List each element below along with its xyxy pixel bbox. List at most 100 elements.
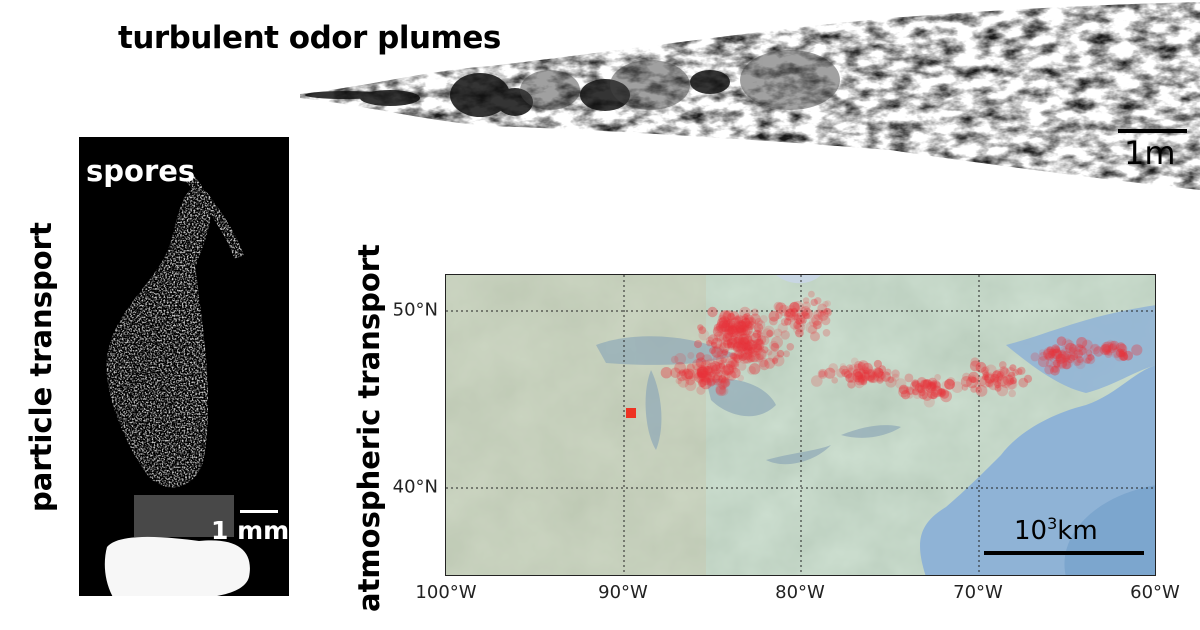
particle-dot — [705, 336, 715, 345]
particle-dot — [1102, 345, 1112, 355]
particle-dot — [737, 320, 747, 330]
particle-dot — [737, 325, 748, 337]
particle-dot — [688, 370, 699, 382]
particle-dot — [786, 343, 795, 351]
particle-dot — [815, 311, 823, 318]
particle-dot — [719, 342, 730, 353]
particle-dot — [918, 389, 926, 397]
particle-dot — [933, 381, 941, 389]
particle-dot — [999, 361, 1007, 369]
particle-dot — [699, 364, 707, 372]
particle-dot — [1076, 356, 1084, 364]
particle-dot — [699, 373, 706, 380]
particle-dot — [742, 313, 749, 321]
particle-dot — [727, 324, 737, 335]
particle-dot — [961, 384, 969, 391]
particle-dot — [742, 324, 753, 336]
particle-dot — [730, 324, 740, 333]
particle-dot — [723, 364, 734, 375]
particle-dot — [970, 357, 980, 367]
particle-dot — [724, 325, 734, 335]
particle-dot — [872, 367, 884, 379]
particle-dot — [1106, 349, 1113, 356]
particle-dot — [975, 385, 988, 397]
particle-dot — [760, 335, 770, 346]
particle-dot — [704, 365, 715, 376]
particle-dot — [747, 317, 757, 326]
particle-dot — [775, 311, 783, 319]
particle-dot — [987, 378, 1000, 391]
particle-dot — [718, 359, 726, 368]
particle-dot — [940, 390, 952, 403]
particle-dot — [912, 388, 919, 396]
particle-dot — [758, 357, 769, 368]
particle-dot — [1114, 350, 1126, 362]
particle-dot — [730, 367, 741, 379]
particle-dot — [706, 339, 713, 347]
particle-dot — [818, 370, 826, 378]
particle-dot — [811, 314, 823, 326]
particle-dot — [941, 380, 951, 390]
particle-dot — [784, 310, 792, 318]
particle-dot — [743, 312, 751, 320]
particle-dot — [697, 378, 704, 385]
particle-dot — [1043, 347, 1054, 359]
y-tick-label: 50°N — [392, 299, 438, 321]
particle-dot — [717, 314, 727, 323]
particle-dot — [769, 340, 779, 351]
particle-dot — [681, 369, 693, 381]
particle-dot — [1051, 344, 1060, 354]
particle-dot — [743, 344, 751, 351]
particle-dot — [702, 365, 713, 376]
particle-dot — [1037, 356, 1050, 368]
particle-dot — [1116, 342, 1125, 351]
particle-dot — [1060, 357, 1073, 370]
particle-dot — [722, 363, 735, 376]
particle-dot — [912, 390, 922, 399]
particle-dot — [727, 320, 736, 329]
particle-dot — [674, 353, 687, 365]
particle-dot — [771, 336, 783, 349]
particle-dot — [746, 353, 756, 363]
particle-dot — [717, 317, 728, 329]
particle-dot — [701, 371, 713, 383]
particle-dot — [1111, 348, 1122, 359]
particle-dot — [845, 373, 855, 383]
particle-dot — [730, 352, 738, 360]
particle-dot — [737, 340, 748, 351]
particle-dot — [706, 377, 716, 387]
particle-dot — [880, 371, 891, 382]
particle-dot — [698, 329, 710, 341]
particle-dot — [944, 378, 955, 390]
particle-dot — [909, 381, 920, 391]
particle-dot — [785, 314, 792, 321]
plume-scale-bar — [1118, 129, 1187, 133]
particle-dot — [742, 343, 753, 354]
particle-dot — [854, 360, 863, 370]
particle-dot — [754, 348, 767, 361]
particle-dot — [719, 386, 729, 396]
particle-dot — [685, 375, 696, 386]
particle-dot — [749, 363, 761, 375]
particle-dot — [994, 384, 1002, 392]
particle-dot — [750, 343, 763, 356]
particle-dot — [684, 370, 694, 380]
particle-dot — [743, 340, 753, 351]
particle-dot — [1055, 353, 1066, 364]
particle-dot — [735, 352, 743, 360]
particle-dot — [859, 369, 871, 381]
particle-dot — [1065, 342, 1076, 354]
particle-dot — [694, 340, 702, 349]
particle-dot — [1116, 342, 1126, 353]
particle-dot — [930, 385, 943, 398]
particle-dot — [722, 379, 730, 387]
particle-dot — [1057, 349, 1067, 359]
particle-dot — [712, 354, 724, 366]
particle-dot — [847, 373, 858, 383]
particle-dot — [810, 331, 820, 342]
particle-dot — [694, 371, 705, 383]
particle-dot — [720, 357, 727, 364]
particle-dot — [1068, 354, 1076, 362]
particle-dot — [737, 324, 749, 336]
particle-dot — [807, 324, 818, 335]
